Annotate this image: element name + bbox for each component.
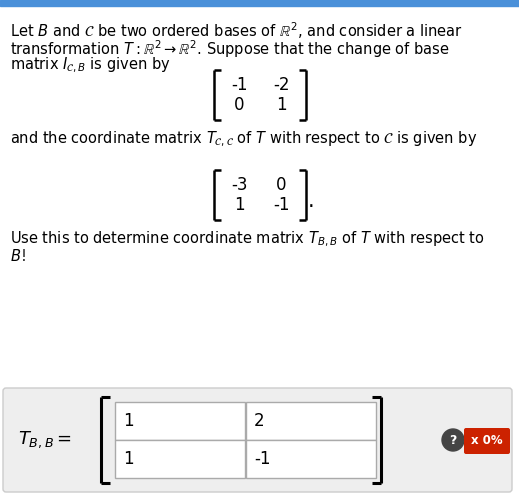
Bar	[115, 440, 245, 478]
Text: Let $\mathbf{\mathit{B}}$ and $\mathcal{C}$ be two ordered bases of $\mathbb{R}^: Let $\mathbf{\mathit{B}}$ and $\mathcal{…	[10, 20, 463, 41]
Text: -2: -2	[273, 76, 289, 94]
Text: 1: 1	[123, 450, 133, 468]
Text: Use this to determine coordinate matrix $\mathit{T}_{\mathbf{\mathit{B}},\mathbf: Use this to determine coordinate matrix …	[10, 230, 485, 249]
Bar	[115, 402, 245, 440]
Bar	[0, 0, 519, 6]
Text: -1: -1	[254, 450, 270, 468]
Text: transformation $\mathit{T} : \mathbb{R}^2 \rightarrow \mathbb{R}^2$. Suppose tha: transformation $\mathit{T} : \mathbb{R}^…	[10, 38, 450, 60]
Text: -1: -1	[231, 76, 247, 94]
Text: x 0%: x 0%	[471, 434, 503, 447]
Text: 1: 1	[276, 96, 286, 114]
Circle shape	[442, 429, 464, 451]
Text: 1: 1	[123, 412, 133, 430]
Bar	[246, 402, 376, 440]
Text: -1: -1	[273, 196, 289, 214]
Text: 1: 1	[234, 196, 244, 214]
Text: 0: 0	[234, 96, 244, 114]
FancyBboxPatch shape	[464, 428, 510, 454]
Text: .: .	[308, 191, 315, 211]
FancyBboxPatch shape	[3, 388, 512, 492]
Text: -3: -3	[231, 176, 247, 194]
Text: $\mathbf{\mathit{B}}$!: $\mathbf{\mathit{B}}$!	[10, 248, 25, 264]
Text: ?: ?	[449, 433, 457, 446]
Text: and the coordinate matrix $\mathit{T}_{\mathcal{C},\mathcal{C}}$ of $\mathit{T}$: and the coordinate matrix $\mathit{T}_{\…	[10, 130, 477, 149]
Text: $\mathit{T}_{B,B} =$: $\mathit{T}_{B,B} =$	[18, 430, 72, 450]
Text: matrix $\mathit{I}_{\mathcal{C},\mathbf{\mathit{B}}}$ is given by: matrix $\mathit{I}_{\mathcal{C},\mathbf{…	[10, 56, 171, 76]
Bar	[246, 440, 376, 478]
Text: 2: 2	[254, 412, 265, 430]
Text: 0: 0	[276, 176, 286, 194]
